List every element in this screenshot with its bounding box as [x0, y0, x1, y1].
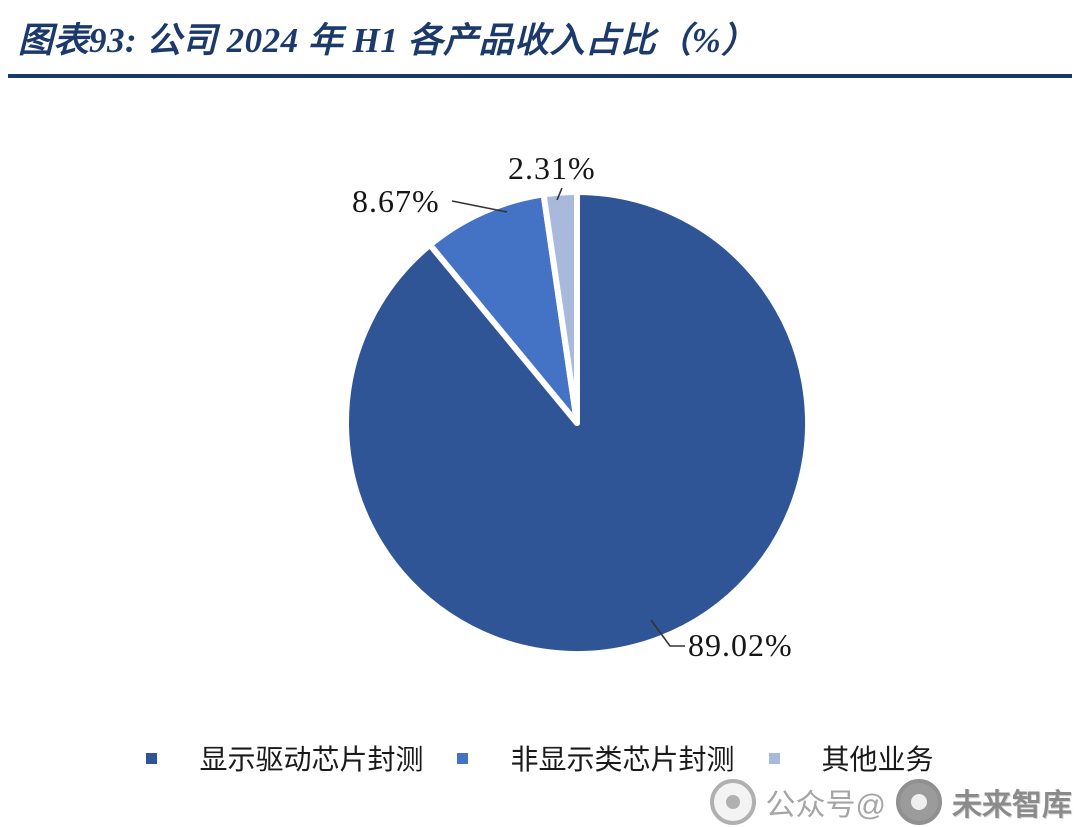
legend-swatch-other: [768, 752, 780, 764]
legend-item-display-driver: 显示驱动芯片封测: [146, 738, 423, 778]
title-divider: [8, 74, 1072, 78]
chart-legend: 显示驱动芯片封测 非显示类芯片封测 其他业务: [0, 738, 1080, 778]
chart-title: 图表93: 公司 2024 年 H1 各产品收入占比（%）: [18, 21, 757, 60]
pie-slice-1: [426, 191, 580, 426]
watermark-name: 未来智库: [952, 789, 1072, 822]
leader-line-nondisplay: [451, 200, 508, 213]
legend-label-display-driver: 显示驱动芯片封测: [199, 745, 424, 776]
official-account-icon: [709, 779, 756, 825]
legend-item-nondisplay: 非显示类芯片封测: [457, 738, 735, 778]
legend-swatch-display-driver: [146, 752, 158, 764]
leader-line-other: [556, 187, 563, 201]
leader-lines: [451, 187, 685, 647]
slice-label-other: 2.31%: [508, 150, 596, 186]
legend-label-other: 其他业务: [821, 745, 934, 776]
slice-label-main: 89.02%: [688, 627, 793, 663]
watermark-prefix: 公众号@: [765, 789, 886, 822]
brand-logo-icon: [896, 779, 942, 825]
leader-line-main: [650, 619, 685, 647]
legend-label-nondisplay: 非显示类芯片封测: [510, 745, 735, 776]
watermark: 公众号@ 未来智库: [709, 779, 1072, 825]
slice-label-nondisplay: 8.67%: [352, 183, 440, 219]
legend-item-other: 其他业务: [768, 738, 934, 778]
legend-swatch-nondisplay: [457, 752, 469, 764]
